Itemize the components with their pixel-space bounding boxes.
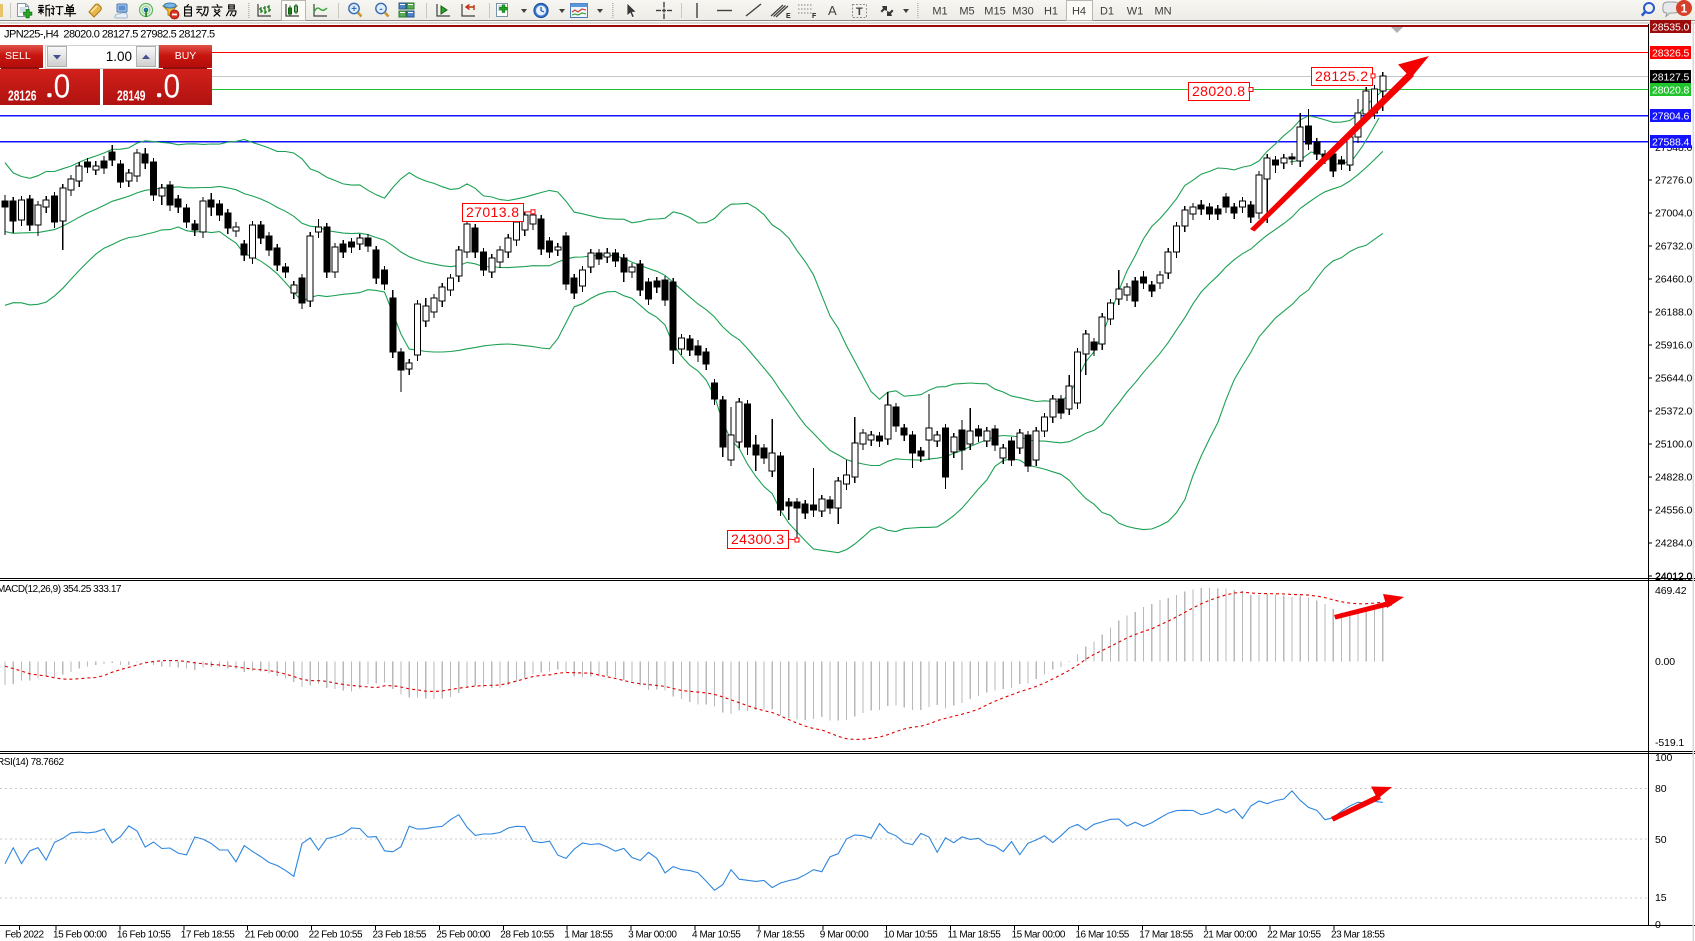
svg-text:15: 15 bbox=[1655, 892, 1667, 904]
svg-text:E: E bbox=[786, 13, 791, 20]
svg-text:JPN225-,H4 28020.0 28127.5 27: JPN225-,H4 28020.0 28127.5 27982.5 28127… bbox=[4, 29, 215, 41]
svg-text:T: T bbox=[856, 6, 863, 18]
svg-text:MACD(12,26,9) 354.25 333.17: MACD(12,26,9) 354.25 333.17 bbox=[0, 584, 122, 595]
svg-text:24012.0: 24012.0 bbox=[1655, 571, 1693, 583]
svg-text:W1: W1 bbox=[1127, 6, 1144, 18]
svg-text:27013.8: 27013.8 bbox=[466, 204, 519, 220]
svg-text:469.42: 469.42 bbox=[1655, 585, 1687, 597]
svg-text:22 Mar 10:55: 22 Mar 10:55 bbox=[1267, 930, 1321, 941]
svg-text:F: F bbox=[812, 13, 817, 20]
svg-text:27276.0: 27276.0 bbox=[1655, 175, 1693, 187]
svg-text:28326.5: 28326.5 bbox=[1652, 48, 1690, 60]
svg-text:26460.0: 26460.0 bbox=[1655, 274, 1693, 286]
svg-text:27004.0: 27004.0 bbox=[1655, 208, 1693, 220]
svg-text:7 Mar 18:55: 7 Mar 18:55 bbox=[756, 930, 805, 941]
svg-text:4 Mar 10:55: 4 Mar 10:55 bbox=[692, 930, 741, 941]
svg-text:0: 0 bbox=[164, 69, 181, 106]
svg-text:50: 50 bbox=[1655, 834, 1667, 846]
svg-text:M15: M15 bbox=[984, 6, 1005, 18]
svg-text:15 Mar 00:00: 15 Mar 00:00 bbox=[1012, 930, 1066, 941]
svg-text:9 Mar 00:00: 9 Mar 00:00 bbox=[820, 930, 869, 941]
svg-text:28020.8: 28020.8 bbox=[1192, 83, 1245, 99]
svg-text:H4: H4 bbox=[1072, 6, 1086, 18]
svg-text:0.00: 0.00 bbox=[1655, 656, 1675, 668]
svg-text:11 Mar 18:55: 11 Mar 18:55 bbox=[948, 930, 1002, 941]
svg-text:0: 0 bbox=[1655, 919, 1661, 931]
svg-text:Feb 2022: Feb 2022 bbox=[5, 930, 45, 941]
svg-text:25372.0: 25372.0 bbox=[1655, 406, 1693, 418]
svg-text:21 Mar 00:00: 21 Mar 00:00 bbox=[1203, 930, 1257, 941]
svg-text:M30: M30 bbox=[1012, 6, 1033, 18]
svg-text:0: 0 bbox=[54, 69, 71, 106]
svg-text:-: - bbox=[379, 4, 382, 15]
svg-text:10 Mar 10:55: 10 Mar 10:55 bbox=[884, 930, 938, 941]
svg-text:-519.1: -519.1 bbox=[1655, 737, 1684, 749]
svg-text:26188.0: 26188.0 bbox=[1655, 307, 1693, 319]
svg-text:23 Mar 18:55: 23 Mar 18:55 bbox=[1331, 930, 1385, 941]
svg-text:17 Mar 18:55: 17 Mar 18:55 bbox=[1139, 930, 1193, 941]
svg-text:16 Feb 10:55: 16 Feb 10:55 bbox=[117, 930, 171, 941]
svg-text:15 Feb 00:00: 15 Feb 00:00 bbox=[53, 930, 107, 941]
svg-text:MN: MN bbox=[1154, 6, 1171, 18]
svg-text:1: 1 bbox=[1681, 2, 1688, 16]
svg-text:27588.4: 27588.4 bbox=[1652, 137, 1690, 149]
svg-text:28126: 28126 bbox=[8, 87, 37, 104]
svg-text:28 Feb 10:55: 28 Feb 10:55 bbox=[500, 930, 554, 941]
svg-text:24284.0: 24284.0 bbox=[1655, 538, 1693, 550]
svg-text:28125.2: 28125.2 bbox=[1315, 68, 1368, 84]
svg-text:3 Mar 00:00: 3 Mar 00:00 bbox=[628, 930, 677, 941]
svg-text:M1: M1 bbox=[932, 6, 947, 18]
svg-text:25100.0: 25100.0 bbox=[1655, 439, 1693, 451]
svg-text:24556.0: 24556.0 bbox=[1655, 505, 1693, 517]
svg-text:27804.6: 27804.6 bbox=[1652, 111, 1690, 123]
svg-text:26732.0: 26732.0 bbox=[1655, 241, 1693, 253]
svg-text:1 Mar 18:55: 1 Mar 18:55 bbox=[564, 930, 613, 941]
svg-text:25 Feb 00:00: 25 Feb 00:00 bbox=[436, 930, 490, 941]
svg-text:28020.8: 28020.8 bbox=[1652, 85, 1690, 97]
svg-text:25916.0: 25916.0 bbox=[1655, 340, 1693, 352]
svg-text:100: 100 bbox=[1655, 752, 1672, 764]
svg-text:RSI(14) 78.7662: RSI(14) 78.7662 bbox=[0, 757, 65, 768]
svg-text:D1: D1 bbox=[1100, 6, 1114, 18]
svg-text:28127.5: 28127.5 bbox=[1652, 72, 1690, 84]
svg-text:24012.0: 24012.0 bbox=[1655, 571, 1693, 583]
svg-text:24828.0: 24828.0 bbox=[1655, 472, 1693, 484]
svg-text:H1: H1 bbox=[1044, 6, 1058, 18]
svg-text:23 Feb 18:55: 23 Feb 18:55 bbox=[373, 930, 427, 941]
svg-text:28535.0: 28535.0 bbox=[1652, 22, 1690, 34]
svg-text:24300.3: 24300.3 bbox=[731, 531, 784, 547]
svg-text:22 Feb 10:55: 22 Feb 10:55 bbox=[309, 930, 363, 941]
svg-text:21 Feb 00:00: 21 Feb 00:00 bbox=[245, 930, 299, 941]
svg-text:17 Feb 18:55: 17 Feb 18:55 bbox=[181, 930, 235, 941]
svg-text:A: A bbox=[828, 3, 837, 18]
svg-text:80: 80 bbox=[1655, 783, 1667, 795]
svg-text:28149: 28149 bbox=[117, 87, 146, 104]
svg-text:16 Mar 10:55: 16 Mar 10:55 bbox=[1075, 930, 1129, 941]
svg-text:25644.0: 25644.0 bbox=[1655, 373, 1693, 385]
svg-text:+: + bbox=[351, 4, 357, 15]
svg-text:M5: M5 bbox=[959, 6, 974, 18]
